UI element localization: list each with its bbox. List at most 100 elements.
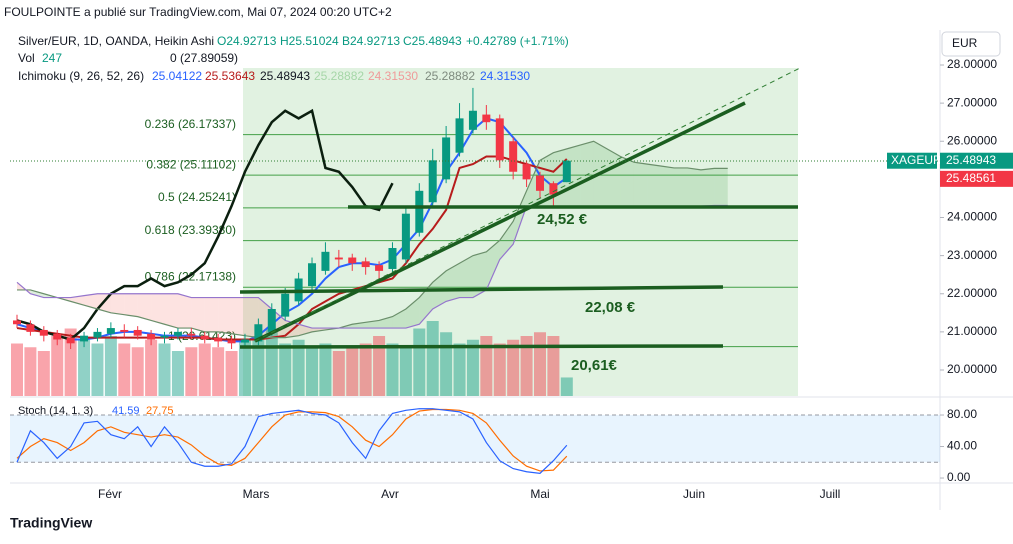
volume-bar <box>212 347 225 396</box>
cloud-segment <box>714 168 728 206</box>
cloud-segment <box>124 293 138 317</box>
stoch-tick-label: 40.00 <box>947 439 977 453</box>
volume-bar <box>78 339 91 396</box>
legend-ichimoku-value: 24.31530 <box>480 69 530 83</box>
volume-bar <box>346 347 359 396</box>
cloud-segment <box>674 167 688 207</box>
cloud-segment <box>84 293 98 309</box>
support-line <box>239 285 724 294</box>
candle-body <box>334 257 343 260</box>
volume-bar <box>413 328 426 396</box>
volume-bar <box>292 339 305 396</box>
volume-bar <box>37 351 50 396</box>
legend-ichimoku: Ichimoku (9, 26, 52, 26) <box>18 69 144 83</box>
price-tag <box>940 170 1013 187</box>
candle-body <box>53 333 62 340</box>
candle-body <box>66 337 75 344</box>
legend-symbol: Silver/EUR, 1D, OANDA, Heikin Ashi <box>18 34 214 48</box>
volume-bar <box>238 339 251 396</box>
candle-body <box>173 331 182 336</box>
price-tag-label: 25.48943 <box>946 153 996 167</box>
legend-vol: Vol <box>18 51 35 65</box>
y-tick-label: 28.00000 <box>947 57 997 71</box>
y-tick-label: 26.00000 <box>947 133 997 147</box>
cloud-segment <box>513 190 527 245</box>
header: FOULPOINTE a publié sur TradingView.com,… <box>4 5 392 19</box>
candle-body <box>160 335 169 338</box>
candle-body <box>214 337 223 342</box>
cloud-segment <box>137 293 152 321</box>
candle-body <box>240 339 249 343</box>
candle-body <box>388 247 397 269</box>
legend-ohlc: O24.92713 <box>217 34 277 48</box>
stoch-layer: 80.00 40.00 0.00 <box>10 407 977 484</box>
volume-bar <box>426 321 439 396</box>
volume-bar <box>493 343 506 396</box>
candle-body <box>321 251 330 271</box>
legend-ichimoku-value: 25.53643 <box>205 69 255 83</box>
volume-bar <box>306 347 319 396</box>
drawings: 24,52 € 22,08 € 20,61€ <box>10 67 940 374</box>
volume-bar <box>158 343 171 396</box>
legend-ichimoku-value: 25.04122 <box>152 69 202 83</box>
annotation: 20,61€ <box>571 357 618 374</box>
fib-label: 0.382 (25.11102) <box>146 157 236 171</box>
cloud-segment <box>620 156 634 207</box>
y-tick-label: 22.00000 <box>947 286 997 300</box>
line-lagging <box>16 108 394 341</box>
legend-ohlc: C25.48943 <box>403 34 462 48</box>
cloud-segment <box>405 297 420 329</box>
volume-bar <box>386 343 399 396</box>
y-tick-label: 20.00000 <box>947 362 997 376</box>
volume-bar <box>547 336 560 396</box>
candle-body <box>482 114 491 123</box>
candle-body <box>13 320 21 325</box>
cloud-segment <box>459 255 473 298</box>
candle-body <box>26 324 35 332</box>
annotation: 24,52 € <box>537 211 588 228</box>
volume-bar <box>279 343 292 396</box>
fib-label: 0.236 (26.17337) <box>145 117 236 131</box>
volume-bar <box>480 336 493 396</box>
candle-body <box>200 335 209 340</box>
candle-body <box>80 335 89 342</box>
annotation: 22,08 € <box>585 299 636 316</box>
candle-body <box>442 137 451 180</box>
x-tick-label: Avr <box>381 487 399 501</box>
volume-bar <box>145 339 158 396</box>
volume-bar <box>533 332 546 396</box>
volume-bar <box>252 336 265 396</box>
cloud-segment <box>218 297 232 334</box>
volume-bar <box>507 339 520 396</box>
candle-body <box>562 160 571 183</box>
currency-button[interactable] <box>941 31 1001 57</box>
volume-bar <box>560 377 573 396</box>
x-tick-label: Juill <box>820 487 841 501</box>
volume-bar <box>11 343 23 396</box>
candle-body <box>281 293 290 317</box>
candle-body <box>308 263 317 287</box>
candle-body <box>187 333 196 336</box>
legend-ichimoku-value: 24.31530 <box>368 69 418 83</box>
price-tag <box>940 152 1013 169</box>
volume-bar <box>373 336 386 396</box>
cloud-segment <box>472 251 487 298</box>
volume-bar <box>225 351 238 396</box>
legend-ichimoku-value: 25.28882 <box>314 69 364 83</box>
currency-label[interactable]: EUR <box>952 36 978 50</box>
y-tick-label: 24.00000 <box>947 210 997 224</box>
cloud-segment <box>379 316 393 329</box>
y-tick-label: 27.00000 <box>947 95 997 109</box>
legend-vol-ma: 0 (27.89059) <box>170 51 238 65</box>
cloud-segment <box>30 289 44 298</box>
volume-bar <box>131 347 144 396</box>
volume-bar <box>24 347 37 396</box>
stoch-d-value: 27.75 <box>146 405 174 417</box>
candle-body <box>415 190 424 233</box>
fib-label: 0.618 (23.39380) <box>145 223 236 237</box>
cloud-segment <box>392 308 406 329</box>
candle-body <box>348 257 357 264</box>
volume-bar <box>51 336 64 396</box>
